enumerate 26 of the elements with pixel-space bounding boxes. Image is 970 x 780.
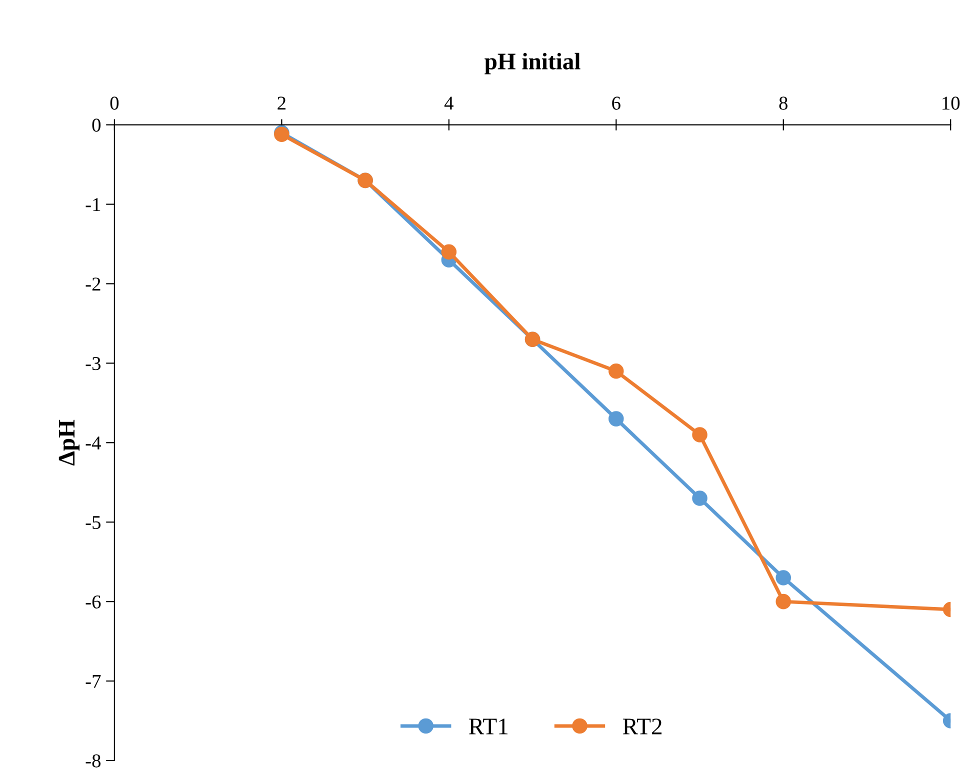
y-tick-label: -5 bbox=[86, 516, 101, 530]
x-tick-label: 0 bbox=[110, 96, 119, 110]
x-tick-label: 6 bbox=[612, 96, 620, 110]
point bbox=[608, 411, 624, 426]
x-tick-label: 4 bbox=[444, 96, 454, 110]
x-tick-label: 10 bbox=[942, 96, 960, 110]
point bbox=[776, 594, 792, 610]
x-axis-title: pH initial bbox=[484, 52, 580, 74]
y-tick-label: -1 bbox=[86, 198, 100, 212]
point bbox=[608, 363, 624, 379]
y-tick-label: -6 bbox=[86, 595, 101, 609]
legend-label: RT1 bbox=[469, 718, 508, 734]
point bbox=[692, 490, 708, 506]
point bbox=[692, 427, 708, 442]
point bbox=[441, 244, 457, 260]
y-tick-label: -4 bbox=[86, 436, 101, 450]
y-axis-title: ΔpH bbox=[58, 420, 80, 466]
y-tick-label: -8 bbox=[86, 754, 101, 768]
x-tick-label: 2 bbox=[278, 96, 286, 110]
point bbox=[776, 570, 792, 586]
y-tick-label: -7 bbox=[86, 675, 101, 688]
y-tick-label: 0 bbox=[92, 118, 101, 132]
legend-label: RT2 bbox=[622, 718, 662, 734]
y-tick-label: -2 bbox=[86, 278, 100, 290]
x-tick-label: 8 bbox=[779, 96, 788, 110]
y-tick-label: -3 bbox=[86, 357, 101, 370]
